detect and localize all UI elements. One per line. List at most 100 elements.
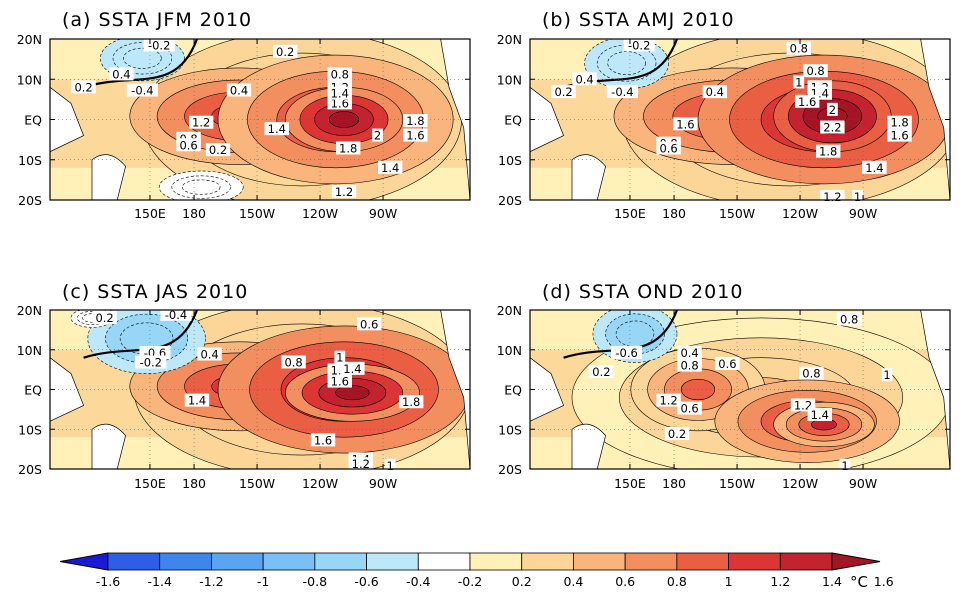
colorbar-tick-label: 1.4 — [822, 574, 842, 589]
contour-labels: -0.20.80.40.2-0.40.40.811.21.41.621.62.2… — [551, 38, 912, 204]
lat-tick-label: 20N — [497, 32, 522, 47]
contour-label: -0.6 — [615, 346, 637, 360]
lat-tick-label: 20S — [498, 462, 522, 477]
contour-label: 1.2 — [192, 116, 210, 130]
contour-label: 1.6 — [331, 375, 349, 389]
colorbar-tick-label: -0.8 — [303, 574, 327, 589]
landmass-australia — [571, 423, 606, 469]
colorbar-swatch — [314, 552, 367, 571]
contour-label: 0.6 — [659, 141, 677, 155]
lat-tick-label: 10N — [497, 72, 522, 87]
contour-label: 1.8 — [890, 116, 908, 130]
colorbar-tick-label: 0.8 — [667, 574, 687, 589]
cold-anomaly-contour — [182, 179, 221, 195]
contour-label: 0.2 — [668, 427, 686, 441]
colorbar-tick-label: 1.2 — [770, 574, 790, 589]
colorbar-swatch — [624, 552, 678, 571]
contour-label: 1.4 — [268, 122, 286, 136]
colorbar-swatch — [159, 552, 212, 571]
panel-title: (a) SSTA JFM 2010 — [62, 9, 252, 31]
colorbar-tick-label: 0.2 — [512, 574, 532, 589]
colorbar-tick-label: -0.4 — [406, 574, 430, 589]
contour-label: 0.4 — [575, 72, 593, 86]
contour-label: 0.6 — [360, 317, 378, 331]
sst-anomaly-field — [530, 310, 950, 469]
contour-label: 1.4 — [331, 87, 349, 101]
contour-label: 1.2 — [823, 190, 841, 204]
colorbar-swatch — [573, 552, 626, 571]
lon-tick-label: 180 — [182, 206, 206, 221]
colorbar-tick-label: 0.4 — [563, 574, 583, 589]
colorbar-swatch — [417, 552, 471, 571]
colorbar-tick-label: -0.6 — [354, 574, 378, 589]
colorbar-tick-label: -0.2 — [458, 574, 482, 589]
panel-d: (d) SSTA OND 2010 0.8 -0.6 0.4 0.2 0.6 0.8 0.8 1… — [497, 281, 951, 491]
contour-label: 1 — [795, 75, 802, 89]
lat-tick-label: EQ — [24, 113, 42, 128]
contour-label: 0.2 — [276, 45, 294, 59]
lat-tick-label: 20N — [497, 303, 522, 318]
cold-anomaly-contour — [607, 51, 646, 76]
contour-label: 0.6 — [718, 357, 736, 371]
lon-tick-label: 120W — [302, 206, 338, 221]
contour-label: 1.2 — [659, 394, 677, 408]
lat-tick-label: 20N — [17, 32, 42, 47]
colorbar-tick-label: 0.6 — [615, 574, 635, 589]
contour-label: 0.6 — [179, 138, 197, 152]
lat-tick-label: 10S — [18, 153, 42, 168]
contour-label: 0.8 — [806, 64, 824, 78]
contour-label: -0.2 — [140, 355, 162, 369]
panel-title: (d) SSTA OND 2010 — [542, 281, 743, 303]
lat-tick-label: 10N — [17, 72, 42, 87]
contour-label: -0.4 — [611, 85, 633, 99]
lon-tick-label: 150W — [719, 206, 755, 221]
lon-tick-label: 150E — [134, 476, 166, 491]
contour-label: 1.8 — [402, 395, 420, 409]
contour-label: 0.8 — [790, 42, 808, 56]
lat-tick-label: EQ — [504, 383, 522, 398]
lat-tick-label: 10N — [17, 343, 42, 358]
contour-label: 1.2 — [794, 398, 812, 412]
lon-tick-label: 150E — [614, 206, 646, 221]
contour-label: 0.2 — [554, 85, 572, 99]
contour-label: 0.4 — [706, 85, 724, 99]
contour-label: 0.4 — [680, 346, 698, 360]
colorbar-swatch — [262, 552, 316, 571]
contour-label: 2 — [374, 129, 381, 143]
colorbar-tick-label: -1 — [257, 574, 269, 589]
contour-label: -0.4 — [165, 308, 187, 322]
contour-label: 0.2 — [592, 365, 610, 379]
cold-anomaly-contour — [615, 320, 655, 348]
lon-tick-label: 150E — [614, 476, 646, 491]
lat-tick-label: 10N — [497, 343, 522, 358]
colorbar-swatch — [469, 552, 523, 571]
contour-label: 1 — [841, 459, 848, 473]
contour-label: -0.2 — [148, 38, 170, 52]
lat-tick-label: 20S — [498, 193, 522, 208]
contour-label: 0.2 — [74, 80, 92, 94]
contour-label: 1.4 — [188, 394, 206, 408]
colorbar-swatch — [366, 552, 419, 571]
contour-label: 0.8 — [284, 355, 302, 369]
contour-labels: 0.2 -0.40.6-0.6 0.4-0.2 0.8 11.21.41.61.4 1.8… — [92, 307, 424, 473]
lon-tick-label: 90W — [849, 206, 877, 221]
sst-anomaly-field — [50, 310, 470, 469]
lon-tick-label: 90W — [369, 206, 397, 221]
contour-label: 1.6 — [406, 129, 424, 143]
lat-tick-label: 20S — [18, 462, 42, 477]
contour-label: 1.6 — [331, 96, 349, 110]
lon-tick-label: 180 — [662, 476, 686, 491]
colorbar-swatch — [211, 552, 264, 571]
contour-label: 0.4 — [230, 84, 248, 98]
lon-tick-label: 150W — [239, 476, 275, 491]
lat-tick-label: 10S — [498, 422, 522, 437]
colorbar-tick-label: 1 — [725, 574, 733, 589]
colorbar-tick-label: -1.2 — [199, 574, 223, 589]
lat-tick-label: 20S — [18, 193, 42, 208]
lon-tick-label: 90W — [849, 476, 877, 491]
lon-tick-label: 180 — [662, 206, 686, 221]
colorbar-min-arrow — [59, 552, 109, 571]
